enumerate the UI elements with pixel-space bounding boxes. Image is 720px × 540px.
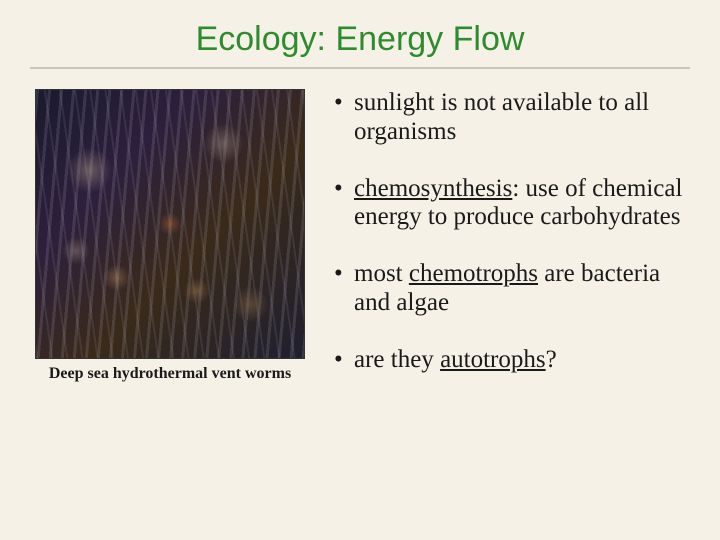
right-column: sunlight is not available to all organis…	[330, 89, 690, 402]
slide-container: Ecology: Energy Flow Deep sea hydrotherm…	[0, 0, 720, 540]
bullet-text: autotrophs	[440, 346, 546, 373]
bullet-text: sunlight is not available to all organis…	[354, 89, 649, 145]
bullet-text: chemosynthesis	[354, 175, 512, 202]
bullet-text: ?	[546, 346, 557, 373]
bullet-text: chemotrophs	[409, 260, 538, 287]
bullet-item-2: most chemotrophs are bacteria and algae	[330, 260, 690, 318]
bullet-text: most	[354, 260, 409, 287]
bullet-item-0: sunlight is not available to all organis…	[330, 89, 690, 147]
bullet-text: are they	[354, 346, 440, 373]
image-caption: Deep sea hydrothermal vent worms	[49, 365, 291, 383]
left-column: Deep sea hydrothermal vent worms	[30, 89, 310, 402]
slide-title: Ecology: Energy Flow	[30, 20, 690, 69]
bullet-item-3: are they autotrophs?	[330, 346, 690, 375]
bullet-item-1: chemosynthesis: use of chemical energy t…	[330, 175, 690, 233]
vent-worms-image	[35, 89, 305, 359]
bullet-list: sunlight is not available to all organis…	[330, 89, 690, 374]
content-row: Deep sea hydrothermal vent worms sunligh…	[30, 89, 690, 402]
